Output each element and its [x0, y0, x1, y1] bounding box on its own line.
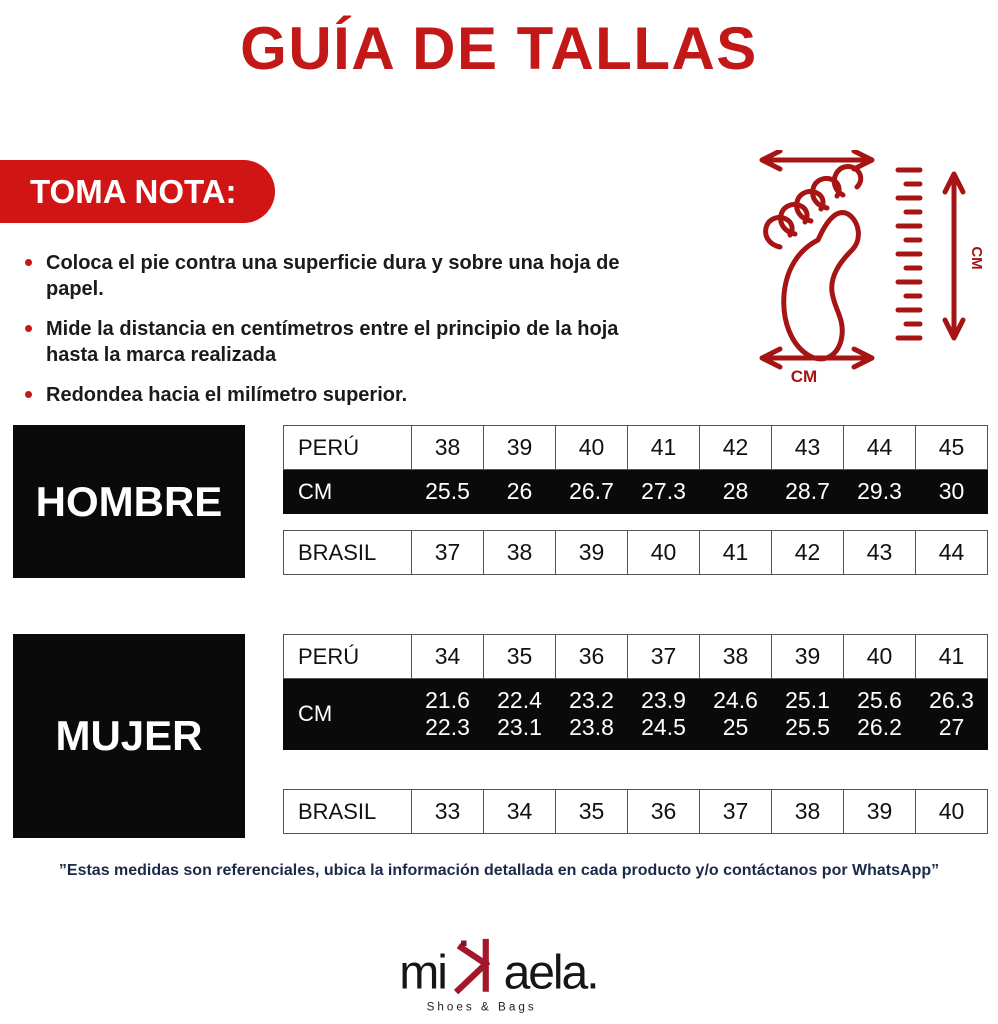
- svg-text:CM: CM: [791, 367, 817, 386]
- svg-text:CM: CM: [968, 246, 985, 269]
- svg-text:aela.: aela.: [503, 946, 596, 1000]
- svg-text:mi: mi: [402, 946, 446, 1000]
- svg-text:Shoes & Bags: Shoes & Bags: [426, 1001, 536, 1014]
